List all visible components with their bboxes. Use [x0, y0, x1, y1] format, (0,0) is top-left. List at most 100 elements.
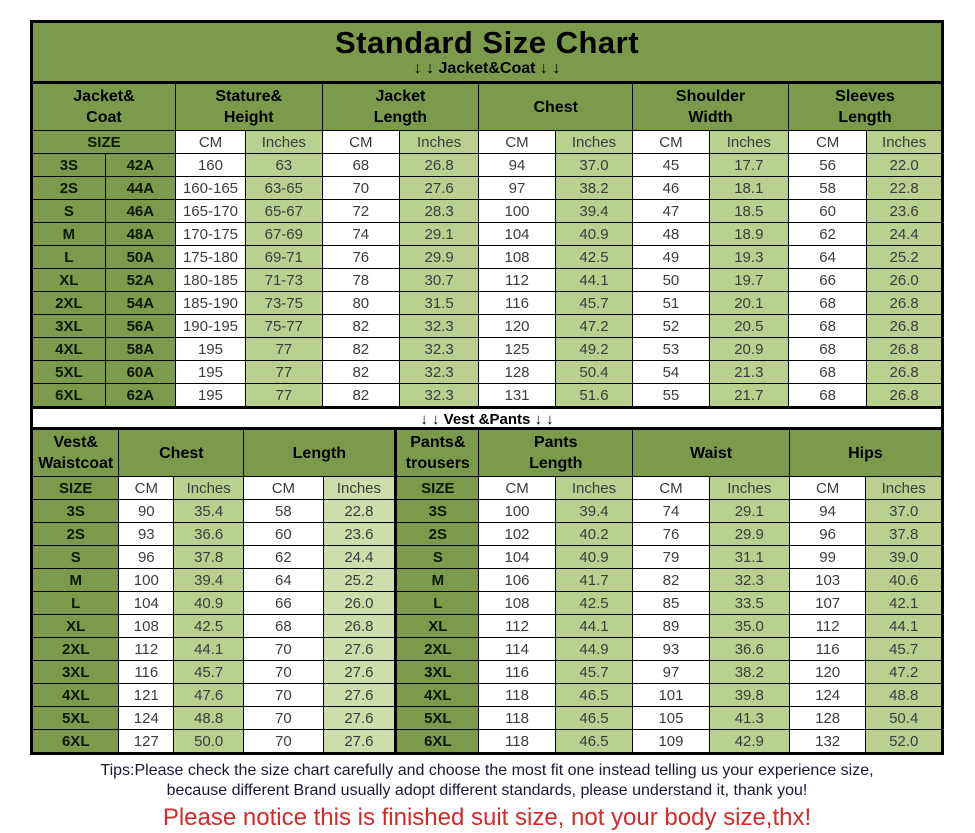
stature-inches-cell: 77	[245, 383, 323, 408]
size-cell: 5XL	[31, 360, 106, 384]
size-code-cell: 54A	[104, 291, 176, 315]
pants-length-cm-cell: 114	[478, 637, 556, 661]
unit-header-row: SIZE CM Inches CM Inches SIZE CM Inches …	[30, 476, 943, 500]
size-chart: Standard Size Chart ↓ ↓ Jacket&Coat ↓ ↓ …	[30, 20, 944, 833]
pants-length-cm-cell: 112	[478, 614, 556, 638]
cm-header: CM	[118, 476, 175, 500]
size-cell: 4XL	[31, 337, 106, 361]
cm-header: CM	[632, 130, 710, 154]
shoulder-inches-cell: 17.7	[708, 153, 789, 177]
chest-inches-cell: 40.9	[554, 222, 634, 246]
sleeves-inches-cell: 25.2	[866, 245, 943, 269]
finished-size-notice: Please notice this is finished suit size…	[162, 804, 812, 831]
jacket-length-inches-cell: 29.9	[398, 245, 480, 269]
vest-length-inches-cell: 26.8	[322, 614, 397, 638]
vest-length-cm-cell: 60	[243, 522, 324, 546]
size-code-cell: 48A	[104, 222, 176, 246]
vest-length-cm-cell: 64	[243, 568, 324, 592]
stature-cm-cell: 175-180	[174, 245, 247, 269]
hips-cm-cell: 128	[788, 706, 867, 730]
waist-cm-cell: 76	[632, 522, 710, 546]
inches-header: Inches	[322, 476, 397, 500]
size-code-cell: 60A	[104, 360, 176, 384]
size-header: SIZE	[30, 476, 120, 500]
pants-size-cell: 5XL	[394, 706, 480, 730]
hips-inches-cell: 47.2	[865, 660, 943, 684]
stature-inches-cell: 65-67	[245, 199, 323, 223]
vest-chest-inches-cell: 36.6	[173, 522, 245, 546]
size-code-cell: 58A	[104, 337, 176, 361]
inches-header: Inches	[245, 130, 323, 154]
vest-chest-inches-cell: 35.4	[173, 499, 245, 523]
vest-length-inches-cell: 27.6	[322, 637, 397, 661]
table-row: S 96 37.8 62 24.4 S 104 40.9 79 31.1 99 39.0	[30, 545, 943, 569]
inches-header: Inches	[865, 476, 943, 500]
chest-cm-cell: 128	[478, 360, 556, 384]
pants-length-cm-cell: 100	[478, 499, 556, 523]
pants-length-cm-cell: 118	[478, 706, 556, 730]
table-row: 2S 93 36.6 60 23.6 2S 102 40.2 76 29.9 96 37.8	[30, 522, 943, 546]
jacket-length-inches-cell: 32.3	[398, 360, 480, 384]
shoulder-cm-cell: 46	[632, 176, 710, 200]
column-group-jacket-coat: Jacket& Coat	[31, 82, 176, 131]
pants-length-cm-cell: 106	[478, 568, 556, 592]
sleeves-cm-cell: 68	[787, 337, 868, 361]
chest-inches-cell: 51.6	[554, 383, 634, 408]
vest-length-inches-cell: 25.2	[322, 568, 397, 592]
jacket-length-inches-cell: 28.3	[398, 199, 480, 223]
pants-length-inches-cell: 46.5	[554, 729, 634, 754]
hips-inches-cell: 42.1	[865, 591, 943, 615]
pants-length-inches-cell: 42.5	[554, 591, 634, 615]
jacket-length-cm-cell: 74	[321, 222, 401, 246]
waist-cm-cell: 97	[632, 660, 710, 684]
inches-header: Inches	[554, 476, 634, 500]
stature-inches-cell: 67-69	[245, 222, 323, 246]
chest-cm-cell: 112	[478, 268, 556, 292]
sleeves-inches-cell: 22.0	[866, 153, 943, 177]
column-group-pants-trousers: Pants& trousers	[394, 428, 480, 477]
shoulder-cm-cell: 54	[632, 360, 710, 384]
page-title: Standard Size Chart	[334, 25, 640, 60]
shoulder-cm-cell: 55	[632, 383, 710, 408]
vest-length-cm-cell: 70	[243, 637, 324, 661]
vest-length-inches-cell: 24.4	[322, 545, 397, 569]
stature-cm-cell: 165-170	[174, 199, 247, 223]
sleeves-inches-cell: 26.8	[866, 383, 943, 408]
size-code-cell: 52A	[104, 268, 176, 292]
stature-cm-cell: 185-190	[174, 291, 247, 315]
cm-header: CM	[788, 476, 867, 500]
table-row: 2XL 112 44.1 70 27.6 2XL 114 44.9 93 36.6 116 45.7	[30, 637, 943, 661]
vest-chest-cm-cell: 112	[118, 637, 175, 661]
vest-length-inches-cell: 27.6	[322, 683, 397, 707]
size-header: SIZE	[31, 130, 176, 154]
vest-chest-inches-cell: 44.1	[173, 637, 245, 661]
shoulder-cm-cell: 51	[632, 291, 710, 315]
vest-length-cm-cell: 62	[243, 545, 324, 569]
inches-header: Inches	[554, 130, 634, 154]
vest-length-inches-cell: 26.0	[322, 591, 397, 615]
chest-inches-cell: 39.4	[554, 199, 634, 223]
vest-chest-cm-cell: 108	[118, 614, 175, 638]
table-row: M 48A 170-175 67-69 74 29.1 104 40.9 48 18.9 62 24.…	[31, 222, 943, 246]
size-code-cell: 46A	[104, 199, 176, 223]
hips-inches-cell: 44.1	[865, 614, 943, 638]
pants-length-cm-cell: 104	[478, 545, 556, 569]
vest-chest-inches-cell: 42.5	[173, 614, 245, 638]
pants-size-cell: 4XL	[394, 683, 480, 707]
vest-length-cm-cell: 58	[243, 499, 324, 523]
size-header: SIZE	[394, 476, 480, 500]
pants-size-cell: M	[394, 568, 480, 592]
jacket-length-inches-cell: 32.3	[398, 383, 480, 408]
jacket-length-inches-cell: 30.7	[398, 268, 480, 292]
table-row: 6XL 62A 195 77 82 32.3 131 51.6 55 21.7 68 26.8	[31, 383, 943, 408]
pants-size-cell: 3XL	[394, 660, 480, 684]
waist-inches-cell: 31.1	[708, 545, 790, 569]
waist-inches-cell: 35.0	[708, 614, 790, 638]
table-row: 2XL 54A 185-190 73-75 80 31.5 116 45.7 51 20.1 68 2…	[31, 291, 943, 315]
hips-inches-cell: 37.8	[865, 522, 943, 546]
sleeves-cm-cell: 68	[787, 383, 868, 408]
waist-cm-cell: 105	[632, 706, 710, 730]
vest-length-inches-cell: 27.6	[322, 729, 397, 754]
chest-cm-cell: 131	[478, 383, 556, 408]
sleeves-cm-cell: 58	[787, 176, 868, 200]
